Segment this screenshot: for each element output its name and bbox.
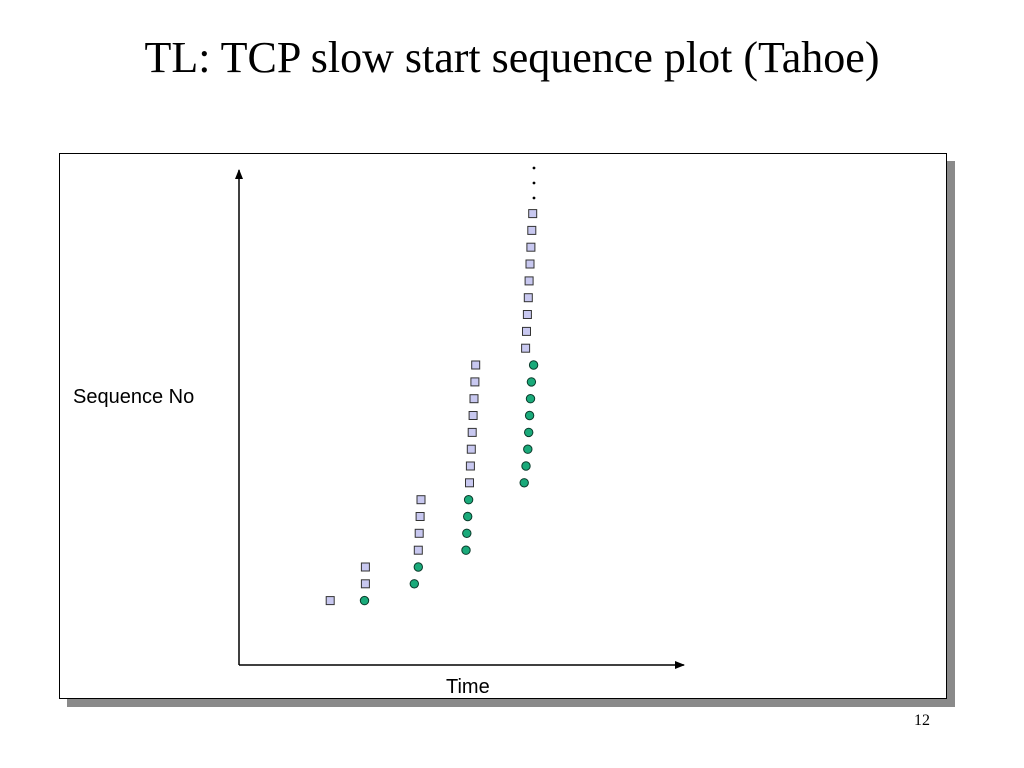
continuation-dot [532, 181, 536, 185]
x-axis-label: Time [446, 676, 490, 698]
segment-point [522, 326, 531, 336]
segment-point [471, 360, 481, 370]
page-number: 12 [914, 712, 930, 729]
ack-point [359, 595, 370, 606]
segment-point [465, 478, 474, 488]
continuation-dots [532, 166, 536, 200]
segment-point [469, 394, 479, 404]
ack-point [523, 444, 533, 454]
ack-point [526, 377, 537, 387]
ack-point [521, 461, 531, 471]
segment-point [527, 225, 537, 235]
continuation-dot [532, 166, 536, 170]
segment-point [413, 545, 423, 555]
ack-point [525, 394, 536, 404]
segment-point [528, 209, 538, 219]
ack-point [524, 427, 534, 438]
ack-point [413, 562, 423, 572]
segment-point [416, 495, 426, 505]
segment-point [360, 562, 370, 572]
segment-point [466, 444, 476, 454]
segment-point [521, 343, 531, 353]
ack-point [409, 579, 419, 589]
ack-point [463, 495, 474, 505]
ack-point [461, 545, 471, 555]
plot-marks [325, 209, 539, 606]
ack-point [462, 528, 472, 538]
segment-point [465, 461, 475, 471]
segment-point [414, 528, 424, 538]
segment-point [523, 293, 533, 303]
ack-point [519, 478, 529, 488]
segment-point [525, 259, 535, 269]
segment-point [524, 276, 534, 286]
y-axis-label: Sequence No [73, 386, 195, 408]
segment-point [468, 411, 478, 420]
segment-point [360, 579, 370, 589]
segment-point [522, 310, 532, 319]
segment-point [467, 427, 477, 437]
segment-point [526, 242, 536, 252]
ack-point [463, 511, 473, 522]
ack-point [524, 410, 535, 421]
segment-point [470, 377, 480, 387]
ack-point [528, 360, 539, 370]
segment-point [415, 512, 425, 521]
slide-title: TL: TCP slow start sequence plot (Tahoe) [144, 33, 880, 82]
continuation-dot [532, 196, 536, 200]
chart-panel [59, 153, 947, 699]
segment-point [325, 596, 335, 606]
